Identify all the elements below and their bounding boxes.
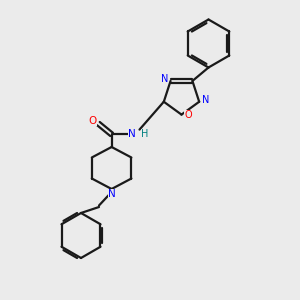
Text: N: N [202,95,209,105]
Text: N: N [161,74,168,85]
Text: O: O [184,110,192,120]
Text: N: N [128,129,136,140]
Text: O: O [88,116,97,126]
Text: H: H [141,129,148,140]
Text: N: N [108,189,116,200]
